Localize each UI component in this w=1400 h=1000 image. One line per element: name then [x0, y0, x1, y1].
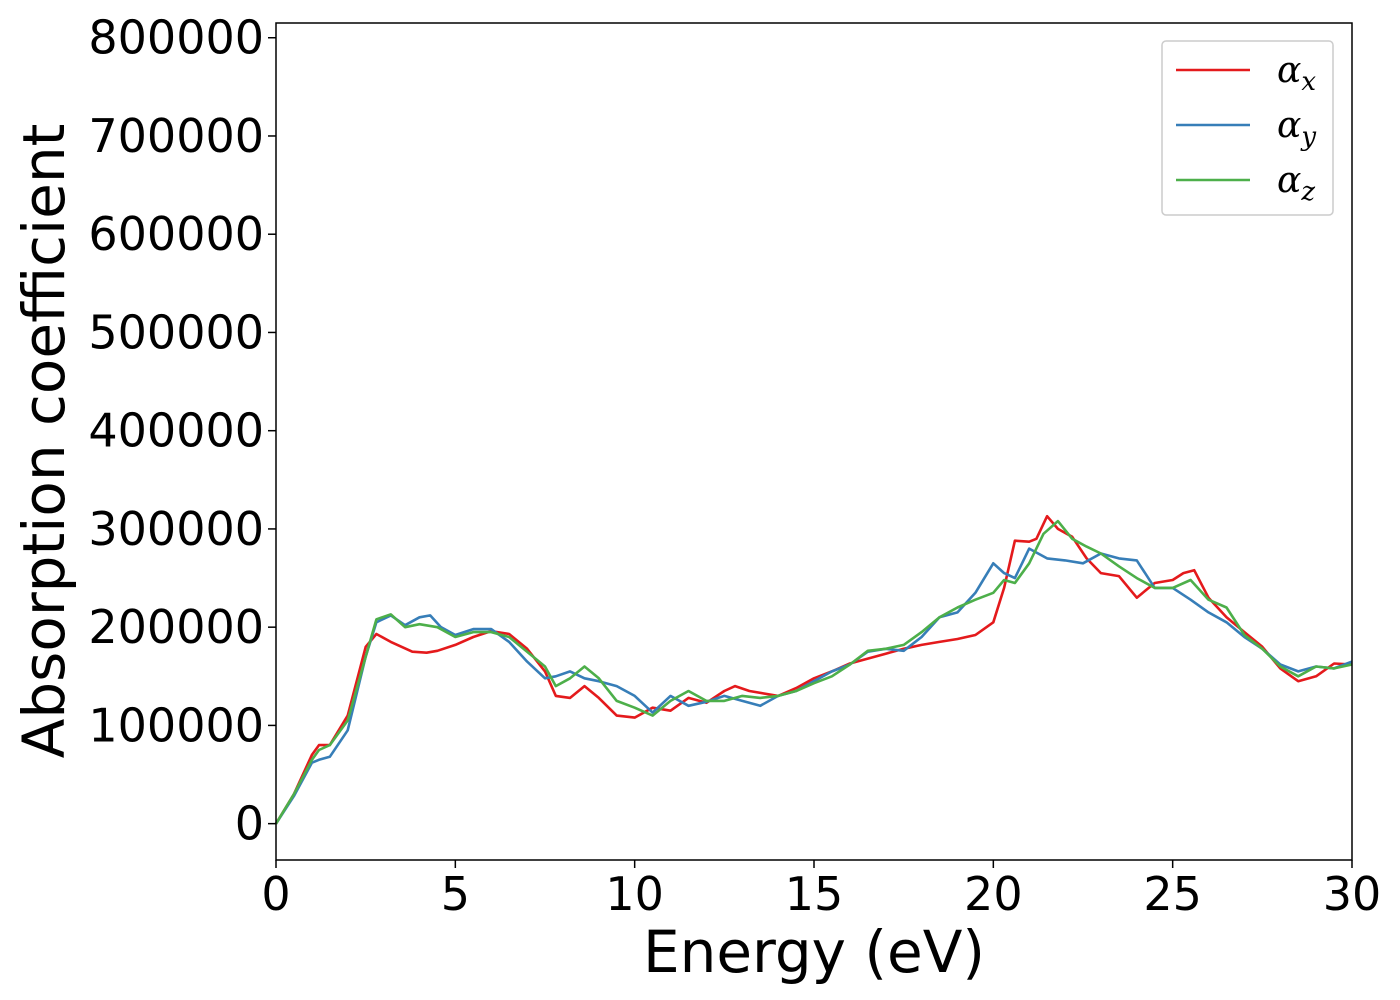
x-tick-label: 15	[785, 867, 844, 921]
legend-label-x: αx	[1277, 50, 1316, 97]
x-tick-label: 20	[964, 867, 1023, 921]
y-axis: 0 100000 200000 300000 400000 500000 600000 700…	[88, 11, 276, 851]
x-tick-label: 5	[441, 867, 470, 921]
y-tick-label: 800000	[88, 11, 264, 65]
x-tick-label: 10	[605, 867, 664, 921]
legend-label-z: αz	[1277, 160, 1315, 207]
y-tick-label: 500000	[88, 305, 264, 359]
legend-label-y: αy	[1277, 105, 1316, 152]
legend-box	[1161, 40, 1334, 216]
y-tick-label: 300000	[88, 502, 264, 556]
x-tick-label: 0	[261, 867, 290, 921]
x-tick-label: 30	[1323, 867, 1382, 921]
y-tick-label: 100000	[88, 698, 264, 752]
y-tick-label: 600000	[88, 207, 264, 261]
x-tick-label: 25	[1143, 867, 1202, 921]
y-tick-label: 0	[235, 797, 264, 851]
x-axis-label: Energy (eV)	[643, 918, 985, 986]
y-tick-label: 400000	[88, 404, 264, 458]
y-tick-label: 700000	[88, 109, 264, 163]
series-line-z	[274, 519, 1353, 825]
y-tick-label: 200000	[88, 600, 264, 654]
series-lines	[274, 514, 1353, 825]
x-axis: 0 5 10 15 20 25 30	[261, 860, 1381, 921]
legend: αx αy αz	[1161, 40, 1334, 216]
y-axis-label: Absorption coefficient	[10, 124, 78, 759]
